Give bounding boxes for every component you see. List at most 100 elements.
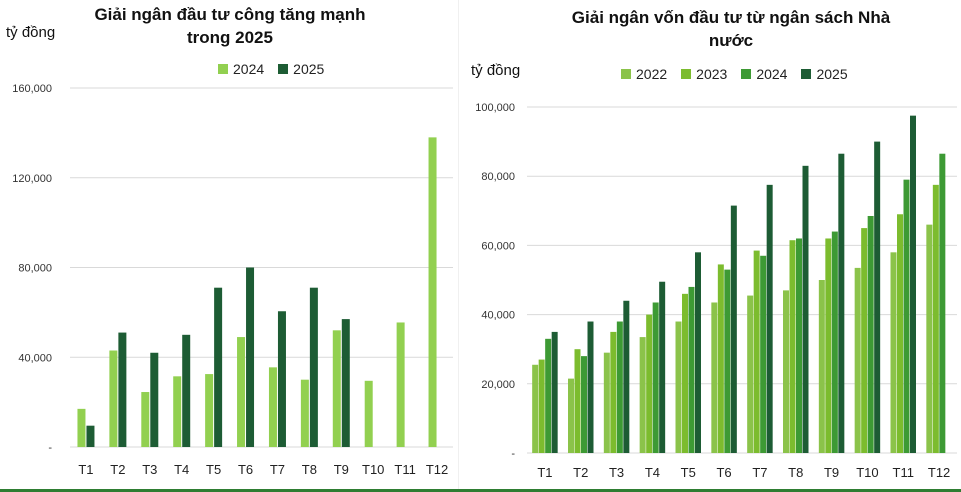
right-chart-xtick-label: T4 [645, 465, 660, 480]
right-chart-bar-2022-T11 [890, 252, 897, 453]
right-chart-title-line-1: Giải ngân vốn đầu tư từ ngân sách Nhà [571, 8, 891, 27]
right-legend-swatch-2022 [621, 69, 631, 79]
right-chart-bar-2025-T10 [874, 141, 881, 453]
right-chart-bar-2024-T3 [616, 321, 623, 453]
right-chart-bar-2023-T1 [538, 359, 545, 453]
left-chart-bar-2025-T8 [309, 287, 318, 447]
left-chart-title: Giải ngân đầu tư công tăng mạnh trong 20… [70, 3, 390, 49]
left-chart-bar-2024-T11 [396, 322, 405, 447]
right-chart-bar-2025-T7 [766, 184, 773, 453]
left-chart-bar-2024-T2 [109, 350, 118, 447]
left-chart-bar-2025-T1 [86, 425, 95, 447]
left-chart-bar-2024-T9 [332, 330, 341, 447]
right-chart-bar-2024-T6 [724, 269, 731, 453]
left-chart-title-line-1: Giải ngân đầu tư công tăng mạnh [94, 5, 366, 24]
right-chart-bar-2024-T5 [688, 286, 695, 453]
right-chart-bar-2025-T1 [551, 331, 558, 453]
right-chart-bar-2023-T4 [646, 314, 653, 453]
left-chart-bar-2025-T7 [277, 311, 286, 447]
right-chart-title: Giải ngân vốn đầu tư từ ngân sách Nhà nư… [541, 6, 921, 52]
right-chart-xtick-label: T8 [788, 465, 803, 480]
right-chart-ytick-label: 20,000 [481, 379, 515, 391]
left-chart-xtick-label: T4 [174, 462, 189, 477]
left-chart-bar-2024-T4 [173, 376, 182, 447]
right-chart-xtick-label: T3 [609, 465, 624, 480]
right-chart-bar-2022-T2 [568, 378, 574, 453]
right-chart-ytick-label: 40,000 [481, 310, 515, 322]
right-chart-bar-2023-T12 [932, 184, 939, 453]
right-chart-plot: - 20,000 40,000 60,000 80,000 100,000 T1 T2 T3 T4… [475, 102, 957, 480]
left-chart-bar-2024-T8 [300, 379, 309, 447]
left-chart-bar-2024-T7 [268, 367, 277, 447]
right-legend-item-2022: 2022 [621, 66, 667, 82]
right-chart-panel: Giải ngân vốn đầu tư từ ngân sách Nhà nư… [461, 0, 961, 492]
right-legend-label-2025: 2025 [816, 66, 848, 82]
left-chart-bar-2024-T1 [77, 408, 86, 447]
left-chart-xtick-label: T9 [334, 462, 349, 477]
right-chart-bar-2025-T5 [695, 252, 701, 453]
right-chart-bar-2025-T9 [838, 153, 845, 453]
left-chart-xtick-label: T6 [238, 462, 253, 477]
left-chart-xtick-label: T7 [270, 462, 285, 477]
right-chart-bar-2025-T2 [587, 321, 594, 453]
left-legend-swatch-2024 [218, 64, 228, 74]
right-chart-ytick-label: 80,000 [481, 171, 515, 183]
right-chart-bar-2024-T9 [831, 231, 838, 453]
right-chart-ytick-label: 60,000 [481, 240, 515, 252]
right-chart-bar-2023-T10 [861, 228, 868, 453]
left-chart-ytick-label: - [48, 442, 52, 454]
right-chart-bar-2025-T8 [802, 165, 809, 453]
right-legend-swatch-2025 [801, 69, 812, 79]
right-chart-ytick-label: - [511, 448, 515, 460]
right-chart-bar-2023-T3 [610, 331, 617, 453]
left-chart-bar-2025-T4 [182, 334, 191, 447]
right-chart-bar-2022-T3 [603, 352, 610, 453]
right-chart-bar-2024-T4 [652, 302, 659, 453]
left-legend-item-2025: 2025 [278, 61, 324, 77]
right-chart-xtick-label: T2 [573, 465, 588, 480]
right-legend-item-2024: 2024 [741, 66, 787, 82]
right-chart-bar-2025-T3 [623, 300, 630, 453]
right-chart-bar-2023-T7 [753, 250, 760, 453]
right-chart-bar-2024-T2 [581, 356, 587, 453]
right-chart-bar-2024-T7 [760, 255, 767, 453]
left-chart-xtick-label: T8 [302, 462, 317, 477]
left-legend-item-2024: 2024 [218, 61, 264, 77]
right-chart-xtick-label: T12 [928, 465, 950, 480]
left-chart-ytick-label: 40,000 [18, 352, 52, 364]
left-chart-xtick-label: T2 [110, 462, 125, 477]
panel-divider [458, 0, 459, 492]
left-chart-bar-2025-T6 [246, 267, 255, 447]
right-chart-bar-2024-T11 [903, 179, 910, 453]
right-chart-bar-2022-T9 [818, 280, 825, 453]
left-chart-ylabel: tỷ đồng [6, 24, 56, 41]
left-chart-bar-2025-T5 [214, 287, 223, 447]
right-chart-bar-2025-T4 [659, 281, 666, 453]
right-chart-ylabel: tỷ đồng [471, 62, 521, 79]
right-chart-bar-2023-T8 [789, 240, 796, 453]
right-legend-label-2024: 2024 [756, 66, 788, 82]
right-chart-bar-2023-T2 [574, 349, 581, 453]
left-chart-ytick-label: 160,000 [12, 83, 52, 95]
right-chart-xtick-label: T10 [856, 465, 878, 480]
left-legend-label-2024: 2024 [233, 61, 265, 77]
right-chart-title-line-2: nước [708, 31, 754, 50]
right-legend-swatch-2023 [681, 69, 692, 79]
right-chart-bar-2022-T5 [675, 321, 682, 453]
left-legend-label-2025: 2025 [293, 61, 325, 77]
left-chart-title-line-2: trong 2025 [187, 28, 273, 47]
left-chart-bar-2025-T3 [150, 352, 159, 447]
left-chart-panel: Giải ngân đầu tư công tăng mạnh trong 20… [0, 0, 461, 492]
left-chart-legend: 2024 2025 [218, 61, 324, 77]
right-legend-label-2022: 2022 [636, 66, 668, 82]
left-legend-swatch-2025 [278, 64, 289, 74]
right-chart-xtick-label: T9 [824, 465, 839, 480]
right-chart-ytick-label: 100,000 [475, 102, 515, 114]
right-chart-bar-2023-T11 [897, 214, 903, 453]
right-chart-legend: 2022 2023 2024 2025 [621, 66, 848, 82]
right-chart-bar-2024-T1 [545, 338, 552, 453]
left-chart-ytick-label: 80,000 [18, 263, 52, 275]
right-chart-bar-2022-T4 [639, 337, 646, 453]
right-legend-label-2023: 2023 [696, 66, 728, 82]
right-chart-bar-2022-T6 [711, 302, 718, 453]
